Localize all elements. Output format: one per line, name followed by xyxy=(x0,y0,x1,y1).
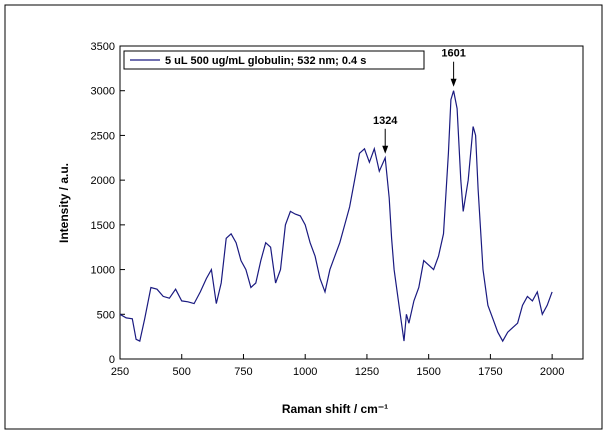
legend-box xyxy=(123,50,425,70)
line xyxy=(119,90,553,343)
x-tick-label: 1500 xyxy=(416,366,440,378)
y-tick-label: 0 xyxy=(109,354,115,366)
y-tick-label: 3500 xyxy=(91,41,115,53)
x-tick-label: 1750 xyxy=(478,366,502,378)
x-tick-label: 250 xyxy=(111,366,129,378)
y-tick-label: 2500 xyxy=(91,130,115,142)
annotation-arrowhead xyxy=(450,78,457,87)
y-tick-label: 500 xyxy=(97,309,115,321)
plot-area xyxy=(119,45,584,360)
y-axis-label: Intensity / a.u. xyxy=(57,163,71,243)
y-tick-label: 3000 xyxy=(91,86,115,98)
y-tick-label: 1000 xyxy=(91,265,115,277)
y-tick-label: 1500 xyxy=(91,220,115,232)
legend-label: 5 uL 500 ug/mL globulin; 532 nm; 0.4 s xyxy=(165,55,366,67)
frame xyxy=(4,4,603,430)
x-axis-label: Raman shift / cm⁻¹ xyxy=(282,402,388,416)
x-tick-label: 1000 xyxy=(293,366,317,378)
annotation-arrowhead xyxy=(382,145,389,154)
annotation: 1601 xyxy=(441,48,465,60)
y-tick-label: 2000 xyxy=(91,175,115,187)
x-tick-label: 2000 xyxy=(540,366,564,378)
x-tick-label: 750 xyxy=(234,366,252,378)
x-tick-label: 500 xyxy=(173,366,191,378)
annotation: 1324 xyxy=(373,115,398,127)
x-tick-label: 1250 xyxy=(355,366,379,378)
